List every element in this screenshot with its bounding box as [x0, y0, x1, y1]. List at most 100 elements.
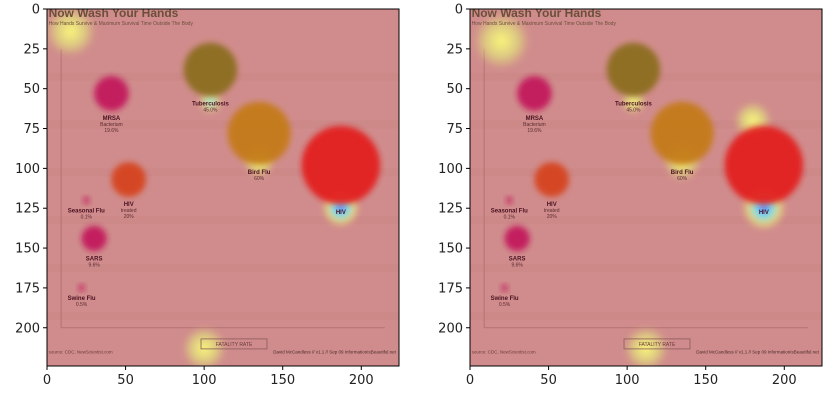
y-tick-label: 175 — [15, 281, 40, 296]
bubble-name: HIV — [336, 210, 346, 216]
bubble-name: Tuberculosis — [192, 102, 230, 108]
bubble-hiv — [301, 125, 381, 205]
bubble-detail: Bacterium — [100, 122, 123, 128]
fatality-box — [623, 338, 691, 350]
poster-subtitle: How Hands Survive & Maximum Survival Tim… — [472, 21, 617, 27]
y-tick-label: 50 — [446, 82, 463, 97]
bubble-value: 0.1% — [504, 214, 516, 220]
x-tick-label: 100 — [615, 373, 640, 388]
x-tick-label: 0 — [466, 373, 474, 388]
bubble-name: HIV — [547, 202, 557, 208]
y-tick-label: 150 — [438, 242, 463, 257]
bubble-name: HIV — [124, 202, 134, 208]
bubble-swine-flu — [78, 284, 85, 292]
fatality-box — [200, 338, 268, 350]
poster-band — [470, 264, 822, 272]
bubble-mrsa — [94, 76, 129, 111]
poster-footer-left: source: CDC, NewScientist.com — [49, 349, 113, 354]
x-tick-label: 50 — [540, 373, 557, 388]
axes-frame — [469, 8, 823, 367]
y-tick-label: 125 — [438, 202, 463, 217]
bubble-hiv — [111, 162, 146, 197]
bubble-detail: Bacterium — [523, 122, 546, 128]
saliency-hotspot — [47, 9, 96, 57]
y-tick-label: 25 — [23, 42, 40, 57]
bubble-value: 19.6% — [527, 128, 542, 134]
poster-footer-right: David McCandless // v1.1 // Sep 09 Infor… — [696, 349, 819, 354]
bubble-name: Swine Flu — [491, 296, 519, 302]
poster-title: Now Wash Your Hands — [49, 6, 179, 20]
bubble-name: Bird Flu — [248, 170, 271, 176]
x-tick-label: 50 — [117, 373, 134, 388]
saliency-hotspot — [624, 326, 668, 366]
poster-footer-left: source: CDC, NewScientist.com — [472, 349, 536, 354]
bubble-value: 60% — [254, 176, 265, 182]
bubble-bird-flu — [650, 101, 714, 165]
bubble-seasonal-flu — [83, 197, 90, 204]
bubble-value: 19.6% — [104, 128, 119, 134]
poster-axis-label: FATALITY RATE — [639, 342, 676, 348]
bubble-bird-flu — [227, 101, 291, 165]
x-tick-label: 0 — [43, 373, 51, 388]
saliency-hotspot — [182, 326, 227, 366]
bubble-name: Seasonal Flu — [491, 208, 528, 214]
poster-band — [470, 168, 822, 177]
bubble-name: Swine Flu — [68, 296, 96, 302]
y-tick-label: 200 — [15, 321, 40, 336]
bubble-name: Seasonal Flu — [68, 208, 105, 214]
bubble-name: MRSA — [103, 116, 121, 122]
bubble-value: 45.0% — [203, 108, 218, 114]
poster-band — [47, 216, 399, 225]
bubble-value: 9.6% — [511, 262, 523, 268]
bubble-sars — [81, 225, 107, 252]
bubble-seasonal-flu — [506, 197, 513, 204]
poster-band — [47, 120, 399, 129]
axes-frame — [46, 8, 400, 367]
bubble-tuberculosis — [606, 42, 661, 97]
poster-band — [47, 168, 399, 177]
bubble-mrsa — [517, 76, 552, 111]
poster-axis-label: FATALITY RATE — [216, 342, 253, 348]
bubble-name: MRSA — [526, 116, 544, 122]
poster-band — [47, 264, 399, 272]
bubble-value: 45.0% — [626, 108, 641, 114]
y-tick-label: 150 — [15, 242, 40, 257]
poster-footer-right: David McCandless // v1.1 // Sep 09 Infor… — [273, 349, 396, 354]
y-tick-label: 50 — [23, 82, 40, 97]
y-tick-label: 125 — [15, 202, 40, 217]
poster-band — [47, 311, 399, 320]
bubble-value: 0.1% — [81, 214, 93, 220]
x-tick-label: 150 — [270, 373, 295, 388]
bubble-swine-flu — [501, 284, 508, 292]
bubble-name: HIV — [759, 210, 769, 216]
bubble-value: 60% — [677, 176, 688, 182]
x-tick-label: 150 — [693, 373, 718, 388]
bubble-hiv — [534, 162, 569, 197]
x-tick-label: 200 — [772, 373, 797, 388]
y-tick-label: 75 — [23, 122, 40, 137]
y-tick-label: 100 — [15, 162, 40, 177]
bubble-name: SARS — [86, 256, 103, 262]
y-tick-label: 0 — [455, 3, 463, 18]
poster-band — [470, 311, 822, 320]
bubble-value: 0.5% — [499, 302, 511, 308]
x-tick-label: 200 — [349, 373, 374, 388]
bubble-sars — [504, 225, 530, 252]
bubble-tuberculosis — [183, 42, 238, 97]
bubble-name: SARS — [509, 256, 526, 262]
y-tick-label: 175 — [438, 281, 463, 296]
bubble-detail: treated — [544, 208, 560, 214]
bubble-value: 9.6% — [88, 262, 100, 268]
bubble-name: Bird Flu — [671, 170, 694, 176]
x-tick-label: 100 — [192, 373, 217, 388]
bubble-name: Tuberculosis — [615, 102, 653, 108]
bubble-hiv — [724, 125, 804, 205]
y-tick-label: 200 — [438, 321, 463, 336]
bubble-value: 20% — [124, 214, 135, 220]
y-tick-label: 100 — [438, 162, 463, 177]
